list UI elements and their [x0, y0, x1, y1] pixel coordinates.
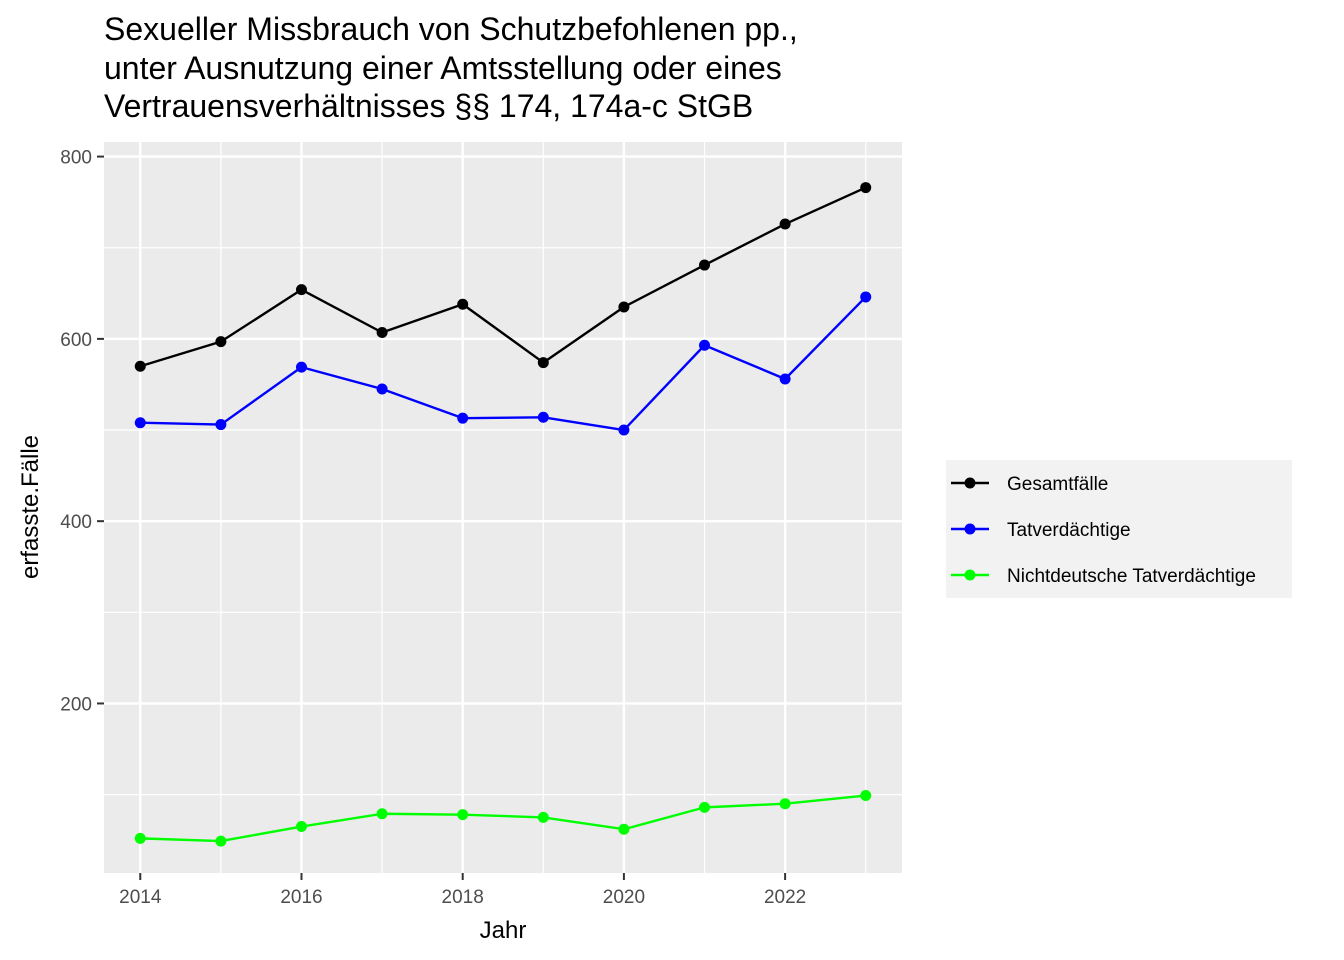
data-point-tatverd-chtige	[457, 412, 469, 424]
data-point-gesamtf-lle	[215, 336, 227, 348]
series-layer	[134, 182, 872, 847]
minor-gridlines	[104, 142, 902, 873]
data-point-nichtdeutsche-tatverd-chtige	[537, 811, 549, 823]
data-point-tatverd-chtige	[134, 417, 146, 429]
data-point-gesamtf-lle	[134, 360, 146, 372]
data-point-tatverd-chtige	[860, 291, 872, 303]
data-point-tatverd-chtige	[376, 383, 388, 395]
y-tick-label: 400	[60, 512, 92, 533]
chart-title-line-3: Vertrauensverhältnisses §§ 174, 174a-c S…	[104, 88, 753, 124]
data-point-tatverd-chtige	[295, 361, 307, 373]
data-point-nichtdeutsche-tatverd-chtige	[699, 801, 711, 813]
data-point-tatverd-chtige	[215, 419, 227, 431]
data-point-nichtdeutsche-tatverd-chtige	[860, 790, 872, 802]
data-point-gesamtf-lle	[376, 326, 388, 338]
data-point-nichtdeutsche-tatverd-chtige	[134, 832, 146, 844]
legend: Gesamtfälle Tatverdächtige Nichtdeutsche T…	[951, 474, 1256, 587]
data-point-gesamtf-lle	[618, 301, 630, 313]
data-point-tatverd-chtige	[779, 373, 791, 385]
y-tick-label: 200	[60, 694, 92, 715]
series-line-gesamtf-lle	[139, 186, 867, 368]
legend-label-gesamtf-lle: Gesamtfälle	[1007, 474, 1108, 495]
y-tick-label: 600	[60, 330, 92, 351]
legend-background	[946, 460, 1292, 598]
axes: 200 400 600 800 2014 2016 2018 2020 2022	[60, 148, 806, 908]
y-axis-title: erfasste.Fälle	[17, 435, 44, 579]
data-point-nichtdeutsche-tatverd-chtige	[376, 808, 388, 820]
data-point-gesamtf-lle	[860, 182, 872, 194]
legend-key-point-tatverd-chtige	[964, 523, 976, 535]
data-point-gesamtf-lle	[457, 298, 469, 310]
x-tick-label: 2022	[764, 887, 806, 908]
x-tick-label: 2014	[119, 887, 162, 908]
legend-label-nichtdeutsche-tatverd-chtige: Nichtdeutsche Tatverdächtige	[1007, 566, 1256, 587]
legend-label-tatverd-chtige: Tatverdächtige	[1007, 520, 1131, 541]
data-point-nichtdeutsche-tatverd-chtige	[295, 821, 307, 833]
x-tick-label: 2018	[442, 887, 484, 908]
x-tick-label: 2020	[603, 887, 645, 908]
chart-title-line-2: unter Ausnutzung einer Amtsstellung oder…	[104, 50, 782, 86]
y-tick-label: 800	[60, 148, 92, 169]
data-point-gesamtf-lle	[295, 284, 307, 296]
data-point-tatverd-chtige	[537, 411, 549, 423]
data-point-gesamtf-lle	[779, 218, 791, 230]
data-point-gesamtf-lle	[537, 357, 549, 369]
data-point-nichtdeutsche-tatverd-chtige	[215, 835, 227, 847]
plot-panel	[104, 142, 902, 873]
series-line-nichtdeutsche-tatverd-chtige	[140, 794, 866, 843]
data-point-nichtdeutsche-tatverd-chtige	[779, 798, 791, 810]
data-point-nichtdeutsche-tatverd-chtige	[457, 809, 469, 821]
major-gridlines	[104, 142, 902, 873]
data-point-nichtdeutsche-tatverd-chtige	[618, 823, 630, 835]
legend-key-point-gesamtf-lle	[964, 477, 976, 489]
chart-title-line-1: Sexueller Missbrauch von Schutzbefohlene…	[104, 11, 798, 47]
x-axis-title: Jahr	[480, 917, 527, 944]
data-point-tatverd-chtige	[618, 424, 630, 436]
legend-key-point-nichtdeutsche-tatverd-chtige	[964, 569, 976, 581]
series-line-tatverd-chtige	[140, 296, 867, 432]
data-point-tatverd-chtige	[699, 339, 711, 351]
x-tick-label: 2016	[280, 887, 322, 908]
data-point-gesamtf-lle	[699, 259, 711, 271]
